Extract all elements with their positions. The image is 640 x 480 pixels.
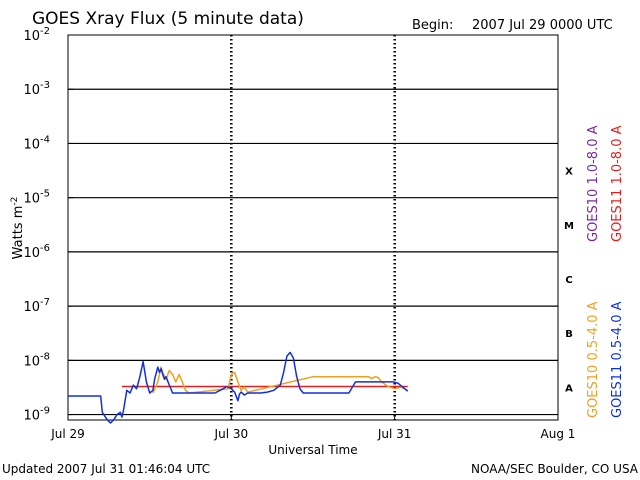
y-tick-label: 10-5 — [23, 189, 50, 207]
y-tick-label: 10-9 — [23, 406, 50, 424]
grid-lines — [68, 35, 558, 420]
x-tick-label: Jul 31 — [377, 427, 412, 441]
y-axis-label: Watts m-2 — [10, 197, 26, 260]
flare-class-label: B — [565, 329, 573, 340]
legend-entry: GOES10 0.5-4.0 A — [586, 301, 601, 418]
x-tick-label: Aug 1 — [541, 427, 576, 441]
data-series — [68, 351, 409, 424]
legend-entry: GOES10 1.0-8.0 A — [586, 125, 601, 242]
series-line — [68, 351, 409, 424]
flare-class-label: X — [565, 167, 573, 178]
legend-short-channel: GOES10 0.5-4.0 A GOES11 0.5-4.0 A — [586, 301, 625, 418]
x-axis-ticks: Jul 29 Jul 30 Jul 31 Aug 1 — [50, 414, 575, 441]
y-tick-label: 10-4 — [23, 134, 50, 152]
flare-class-label: M — [564, 221, 574, 232]
updated-timestamp: Updated 2007 Jul 31 01:46:04 UTC — [2, 462, 210, 476]
flare-class-label: C — [565, 275, 572, 286]
legend-entry: GOES11 0.5-4.0 A — [610, 301, 625, 418]
legend-long-channel: GOES10 1.0-8.0 A GOES11 1.0-8.0 A — [586, 125, 625, 242]
y-tick-label: 10-3 — [23, 80, 50, 98]
x-tick-label: Jul 29 — [50, 427, 85, 441]
y-tick-label: 10-8 — [23, 351, 50, 369]
flare-class-labels: X M C B A — [564, 167, 574, 395]
y-tick-label: 10-7 — [23, 297, 50, 315]
y-axis-ticks: 10-2 10-3 10-4 10-5 10-6 10-7 10-8 10-9 — [23, 26, 73, 424]
plot-frame — [67, 34, 559, 421]
begin-value: 2007 Jul 29 0000 UTC — [472, 18, 613, 33]
legend-entry: GOES11 1.0-8.0 A — [610, 125, 625, 242]
credit-text: NOAA/SEC Boulder, CO USA — [471, 462, 639, 476]
y-tick-label: 10-2 — [23, 26, 50, 44]
x-axis-label: Universal Time — [268, 443, 357, 457]
flare-class-label: A — [565, 383, 573, 394]
series-line — [152, 366, 409, 394]
y-tick-label: 10-6 — [23, 243, 50, 261]
chart-title: GOES Xray Flux (5 minute data) — [32, 9, 304, 29]
begin-label: Begin: — [412, 18, 453, 33]
x-tick-label: Jul 30 — [214, 427, 249, 441]
